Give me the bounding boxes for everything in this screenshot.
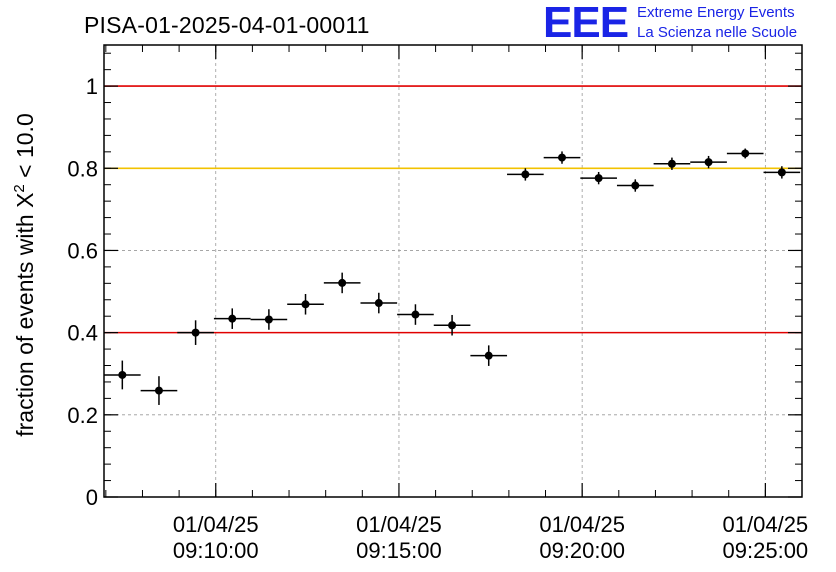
reference-lines [104, 85, 802, 334]
data-point [777, 168, 786, 177]
x-tick-label-date: 01/04/25 [173, 512, 259, 537]
data-point [484, 351, 493, 360]
data-point [228, 314, 237, 323]
data-point [191, 328, 200, 337]
y-tick-label: 0.4 [67, 321, 98, 346]
y-tick-label: 0.6 [67, 238, 98, 263]
data-point [741, 149, 750, 158]
y-tick-label: 0 [86, 485, 98, 510]
logo-line-1: Extreme Energy Events [637, 4, 795, 21]
x-tick-label-time: 09:20:00 [539, 538, 625, 563]
y-tick-label: 0.8 [67, 156, 98, 181]
data-point [667, 159, 676, 168]
y-tick-label: 0.2 [67, 403, 98, 428]
y-axis-label-superscript: 2 [11, 184, 28, 192]
data-point [448, 321, 457, 330]
grid [104, 45, 802, 497]
plot-frame [103, 44, 803, 498]
y-axis-label-main: fraction of events with X [12, 193, 38, 437]
y-tick-label: 1 [86, 74, 98, 99]
x-tick-label-date: 01/04/25 [539, 512, 625, 537]
x-tick-label-time: 09:15:00 [356, 538, 442, 563]
chart-title: PISA-01-2025-04-01-00011 [84, 12, 370, 38]
data-point [704, 158, 713, 167]
data-point [558, 153, 567, 162]
x-tick-label-date: 01/04/25 [723, 512, 809, 537]
axes: 00.20.40.60.8101/04/2509:10:0001/04/2509… [67, 45, 808, 563]
x-tick-label-date: 01/04/25 [356, 512, 442, 537]
data-point [631, 181, 640, 190]
eee-logo: EEE [543, 0, 629, 47]
data-point [521, 170, 530, 179]
data-point [374, 299, 383, 308]
data-point [411, 310, 420, 319]
x-tick-label-time: 09:25:00 [723, 538, 809, 563]
data-point [338, 278, 347, 287]
data-series [104, 148, 801, 405]
x-tick-label-time: 09:10:00 [173, 538, 259, 563]
data-point [154, 386, 163, 395]
data-point [264, 315, 273, 324]
data-point [118, 370, 127, 379]
y-axis-label-tail: < 10.0 [12, 113, 38, 184]
data-point [301, 300, 310, 309]
data-point [594, 174, 603, 183]
y-axis-label: fraction of events with X2 < 10.0 [11, 113, 38, 437]
logo-line-2: La Scienza nelle Scuole [637, 24, 798, 41]
